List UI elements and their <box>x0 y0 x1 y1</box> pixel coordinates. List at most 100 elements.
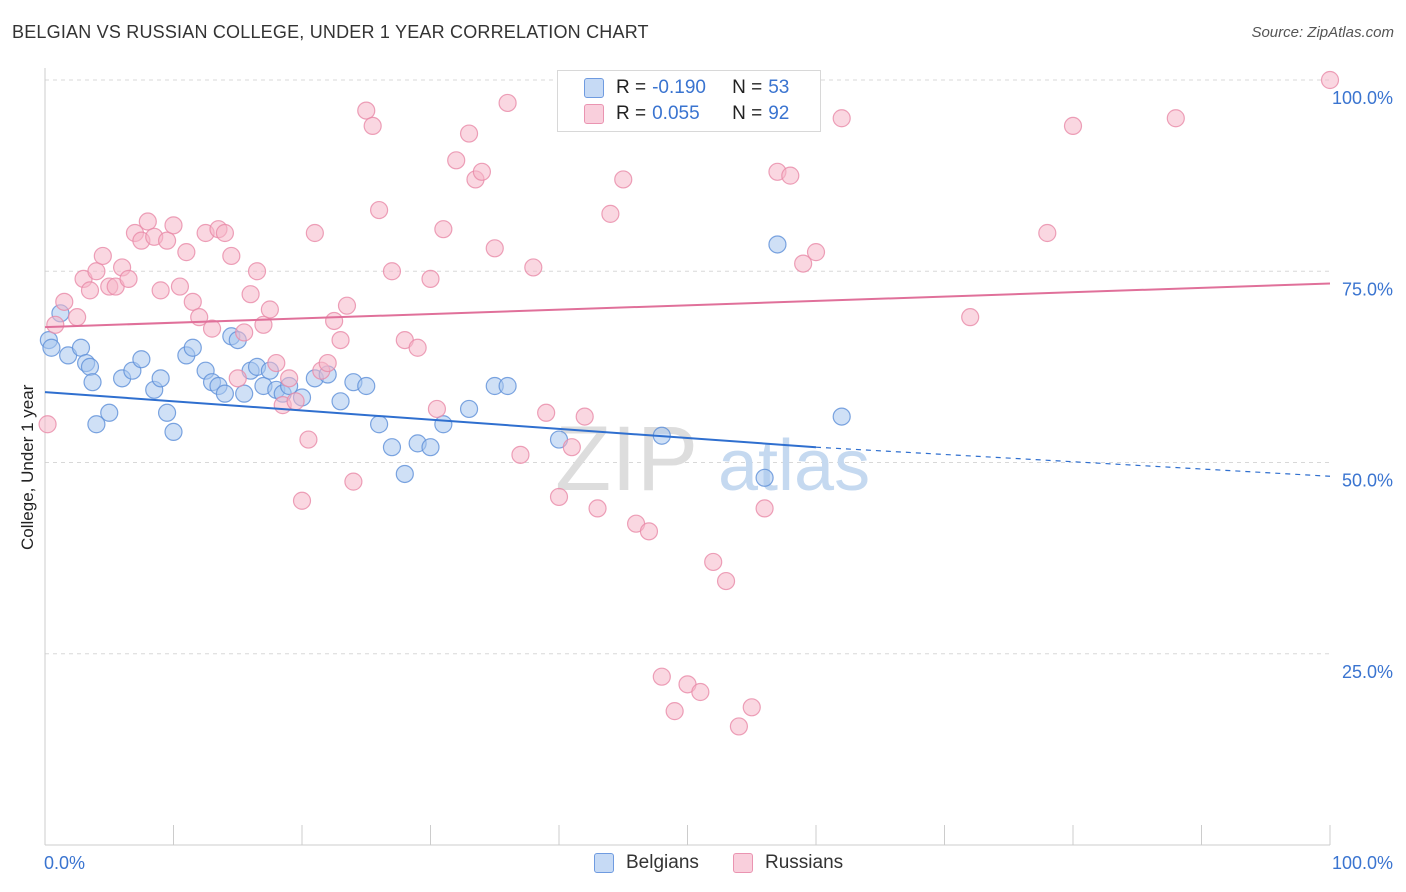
russian-point <box>421 269 440 288</box>
y-tick-label: 75.0% <box>1342 279 1393 299</box>
belgian-point <box>83 373 102 392</box>
russian-point <box>781 166 800 185</box>
watermark-atlas: atlas <box>718 426 870 506</box>
russian-point <box>370 200 389 220</box>
belgian-point <box>768 235 787 254</box>
y-tick-label: 25.0% <box>1342 662 1393 682</box>
russian-point <box>665 702 684 721</box>
russian-point <box>46 315 65 334</box>
watermark-zip: ZIP <box>555 408 698 510</box>
russian-point <box>93 246 112 266</box>
chart-title: BELGIAN VS RUSSIAN COLLEGE, UNDER 1 YEAR… <box>12 22 649 42</box>
belgian-trend-extension <box>815 446 1331 477</box>
russian-point <box>55 292 74 311</box>
russian-point <box>588 499 607 518</box>
russian-point <box>157 231 177 250</box>
russian-point <box>549 487 569 507</box>
belgian-point <box>357 376 376 396</box>
russian-point <box>511 445 530 464</box>
russian-point <box>408 338 427 357</box>
russian-point <box>87 262 106 281</box>
russian-point <box>68 308 87 327</box>
russian-point <box>485 239 504 258</box>
trend-lines <box>44 282 1331 477</box>
belgian-point <box>80 357 100 376</box>
data-points <box>38 70 1340 736</box>
watermark: ZIP atlas <box>555 408 870 510</box>
russian-point <box>639 522 659 541</box>
russian-point <box>562 438 581 457</box>
russian-point <box>716 571 736 591</box>
belgian-point <box>382 438 402 457</box>
russian-point <box>742 698 761 717</box>
russian-point <box>292 491 312 510</box>
series-legend-russians: Russians <box>733 852 843 874</box>
belgian-point <box>71 338 91 357</box>
russian-point <box>363 116 382 136</box>
belgian-point <box>42 338 61 357</box>
russian-point <box>260 300 279 319</box>
series-legend: Belgians Russians <box>0 852 1406 878</box>
legend-r-label: R = <box>616 77 647 98</box>
belgian-point <box>132 350 151 369</box>
russian-point <box>357 101 376 120</box>
russian-point <box>832 109 851 128</box>
legend-n-label: N = <box>732 77 763 98</box>
russian-point <box>299 430 318 449</box>
russian-point <box>1038 223 1057 243</box>
russian-point <box>961 308 980 327</box>
russian-point <box>459 124 479 143</box>
legend-swatch-belgians <box>584 78 604 98</box>
legend-n-label: N = <box>732 103 763 124</box>
russian-point <box>305 223 324 243</box>
russian-point <box>1166 109 1185 128</box>
russian-point <box>344 472 363 491</box>
russian-point <box>1320 70 1340 90</box>
x-tick-label: 0.0% <box>44 853 85 873</box>
belgian-point <box>755 468 774 487</box>
russian-point <box>498 93 517 113</box>
belgian-point <box>434 415 453 434</box>
belgian-point <box>498 376 517 396</box>
russian-point <box>755 499 774 518</box>
russian-point <box>601 204 620 223</box>
series-label-russians: Russians <box>765 852 844 873</box>
russian-point <box>524 258 543 277</box>
belgian-point <box>157 403 177 422</box>
russian-point <box>729 717 749 736</box>
belgian-point <box>395 464 414 484</box>
grid-lines <box>45 79 1330 655</box>
legend-r-label: R = <box>616 103 647 124</box>
russian-point <box>247 262 267 281</box>
tick-labels: 100.0% 75.0% 50.0% 25.0% 0.0% 100.0% <box>44 88 1393 873</box>
series-swatch-belgians <box>594 853 614 873</box>
russian-point <box>331 331 350 350</box>
belgian-point <box>421 438 440 457</box>
russian-point <box>704 552 723 572</box>
source-label: Source: ZipAtlas.com <box>1251 24 1394 41</box>
legend-r-value: -0.190 <box>652 77 706 98</box>
russian-point <box>537 403 556 422</box>
belgian-point <box>164 422 183 441</box>
belgian-point <box>100 403 119 422</box>
y-tick-label: 50.0% <box>1342 471 1393 491</box>
russian-point <box>151 281 170 300</box>
russian-point <box>215 223 234 243</box>
russian-point <box>38 415 57 434</box>
russian-point <box>806 243 826 262</box>
russian-point <box>164 216 183 235</box>
russian-point <box>119 269 138 288</box>
russian-point <box>337 296 357 315</box>
legend-row-belgians: R = -0.190 N = 53 <box>584 76 789 100</box>
belgian-point <box>235 384 254 403</box>
legend-swatch-russians <box>584 104 604 124</box>
russian-point <box>794 254 813 273</box>
russian-point <box>691 682 710 702</box>
series-legend-belgians: Belgians <box>594 852 699 874</box>
russian-point <box>1063 116 1083 136</box>
russian-point <box>286 392 305 411</box>
russian-point <box>318 353 337 373</box>
belgian-trend-line <box>44 391 817 449</box>
russian-point <box>427 399 447 419</box>
russian-point <box>183 292 202 311</box>
